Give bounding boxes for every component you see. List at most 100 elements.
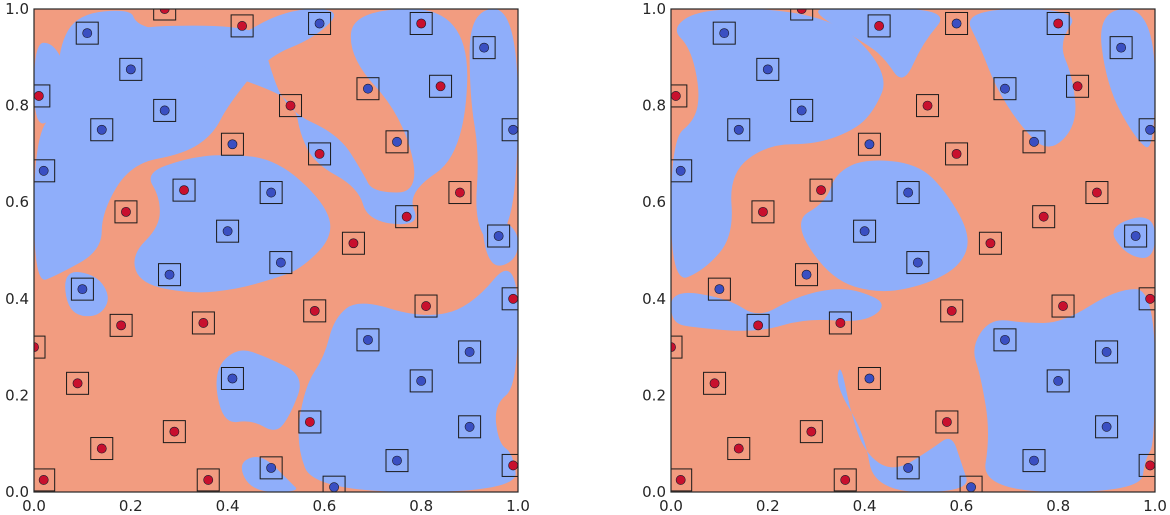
region-blue (969, 9, 1076, 147)
data-point (169, 426, 180, 437)
point-square (429, 74, 453, 98)
point-square (409, 369, 433, 393)
data-point (753, 320, 764, 331)
data-point (922, 100, 933, 111)
point-square (153, 98, 177, 122)
point-square (259, 456, 283, 480)
point-square (34, 468, 56, 492)
point-square (906, 251, 930, 275)
point-square (809, 178, 833, 202)
point-square (707, 277, 731, 301)
data-point (733, 124, 744, 135)
data-point (941, 417, 952, 427)
region-blue (1101, 9, 1155, 148)
region-blue (837, 369, 967, 492)
y-tick-label: 0.2 (5, 386, 29, 404)
data-point (951, 18, 962, 29)
data-point (719, 28, 730, 39)
point-square (896, 181, 920, 205)
data-point (455, 187, 465, 198)
data-point (1038, 211, 1049, 222)
point-square (114, 200, 138, 224)
data-point (421, 301, 431, 311)
data-point (164, 269, 175, 280)
point-square (828, 311, 852, 335)
data-point (946, 305, 957, 316)
region-blue (671, 9, 884, 278)
data-point (806, 426, 817, 437)
point-square (756, 57, 780, 81)
region-blue (469, 9, 518, 242)
data-point (733, 443, 744, 454)
data-point (348, 238, 359, 249)
point-square (279, 94, 303, 118)
data-point (758, 206, 768, 217)
point-square (671, 159, 693, 183)
data-point (1000, 83, 1010, 94)
y-tick-label: 0.0 (5, 483, 29, 501)
point-square (833, 468, 857, 492)
data-point (222, 226, 233, 237)
point-square (857, 132, 881, 156)
point-square (395, 205, 419, 229)
data-point (912, 257, 923, 268)
point-square (703, 371, 727, 395)
point-square (671, 335, 683, 359)
point-square (1046, 11, 1070, 35)
x-tick-label: 0.4 (216, 497, 240, 515)
data-point (125, 64, 136, 75)
point-square (1022, 449, 1046, 473)
data-point (1092, 187, 1102, 198)
data-point (479, 42, 490, 53)
point-square (501, 453, 518, 477)
point-square (978, 231, 1002, 255)
x-tick-label: 0.4 (853, 497, 877, 515)
x-tick-label: 0.0 (22, 497, 46, 515)
point-square (935, 410, 959, 434)
region-blue (34, 9, 335, 280)
data-point (159, 105, 170, 116)
point-square (945, 11, 969, 35)
region-blue (801, 160, 968, 292)
data-point (903, 187, 914, 198)
data-point (985, 238, 996, 249)
y-tick-label: 0.6 (5, 193, 29, 211)
data-point (227, 373, 238, 384)
data-point (116, 320, 127, 331)
point-square (896, 456, 920, 480)
chart-panel-2: 0.0 0.2 0.4 0.6 0.8 1.0 0.0 0.2 0.4 0.6 0.8 1.0 (642, 0, 1167, 515)
data-point (329, 482, 339, 492)
point-square (66, 371, 90, 395)
point-square (34, 159, 56, 183)
point-square (158, 263, 182, 287)
data-point (435, 81, 446, 92)
point-square (414, 294, 438, 318)
data-point (72, 378, 83, 389)
data-point (1000, 334, 1010, 345)
data-point (363, 334, 373, 345)
point-square (458, 340, 482, 364)
data-point (1145, 293, 1155, 304)
data-point (864, 139, 875, 150)
data-point (762, 64, 773, 75)
data-point (1101, 347, 1112, 357)
point-square (322, 475, 346, 492)
point-square (867, 14, 891, 38)
region-blue (65, 271, 108, 317)
point-square (1138, 287, 1155, 311)
data-point (314, 18, 325, 29)
point-square (298, 410, 322, 434)
data-point (903, 462, 914, 473)
point-square (34, 84, 51, 108)
data-point (464, 347, 475, 357)
point-square (341, 231, 365, 255)
point-square (220, 366, 244, 390)
data-point (951, 148, 962, 159)
axes-frame (670, 8, 1156, 493)
data-point (816, 185, 826, 196)
point-square (1124, 224, 1148, 248)
data-point (714, 284, 725, 295)
point-square (70, 277, 94, 301)
y-tick-label: 0.8 (5, 97, 29, 115)
plot-area (671, 9, 1155, 492)
